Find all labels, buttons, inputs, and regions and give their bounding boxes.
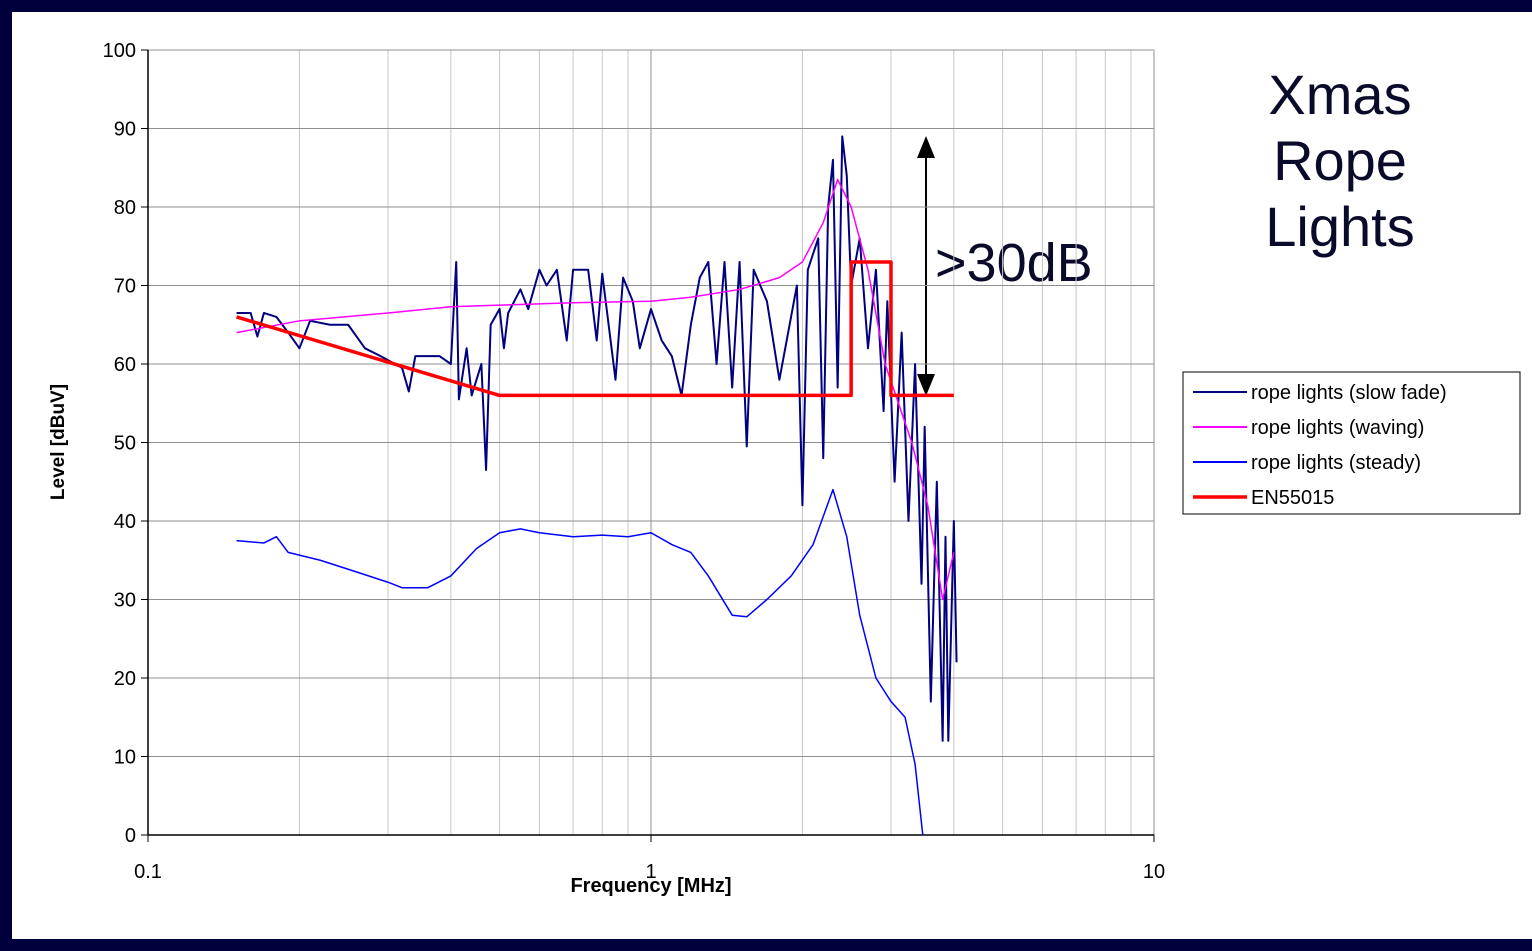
legend-box xyxy=(1182,371,1521,515)
y-axis-label: Level [dBuV] xyxy=(48,384,69,500)
y-tick-label: 70 xyxy=(114,276,136,298)
annotation: >30dB xyxy=(935,233,1093,293)
y-tick-label: 50 xyxy=(114,433,136,455)
legend: rope lights (slow fade) rope lights (wavi… xyxy=(1182,371,1521,515)
series-line xyxy=(236,260,954,398)
y-tick-label: 60 xyxy=(114,354,136,376)
legend-label: rope lights (steady) xyxy=(1251,452,1421,474)
legend-label: EN55015 xyxy=(1251,487,1334,509)
y-tick-label: 0 xyxy=(125,825,136,847)
chart-title: Xmas Rope Lights xyxy=(1265,63,1415,258)
y-tick-label: 30 xyxy=(114,590,136,612)
x-axis-label: Frequency [MHz] xyxy=(570,875,731,897)
series-line xyxy=(236,135,958,742)
series-line xyxy=(236,488,924,836)
series-line xyxy=(236,178,955,601)
y-tick-label: 90 xyxy=(114,119,136,141)
y-tick-label: 100 xyxy=(103,40,136,62)
x-tick-label: 0.1 xyxy=(134,861,162,883)
y-tick-label: 20 xyxy=(114,668,136,690)
y-tick-label: 40 xyxy=(114,511,136,533)
y-tick-label: 10 xyxy=(114,747,136,769)
y-tick-label: 80 xyxy=(114,197,136,219)
x-tick-label: 1 xyxy=(645,861,656,883)
annotation-arrow xyxy=(917,136,935,396)
x-tick-label: 10 xyxy=(1143,861,1165,883)
legend-label: rope lights (slow fade) xyxy=(1251,382,1447,404)
legend-label: rope lights (waving) xyxy=(1251,417,1424,439)
